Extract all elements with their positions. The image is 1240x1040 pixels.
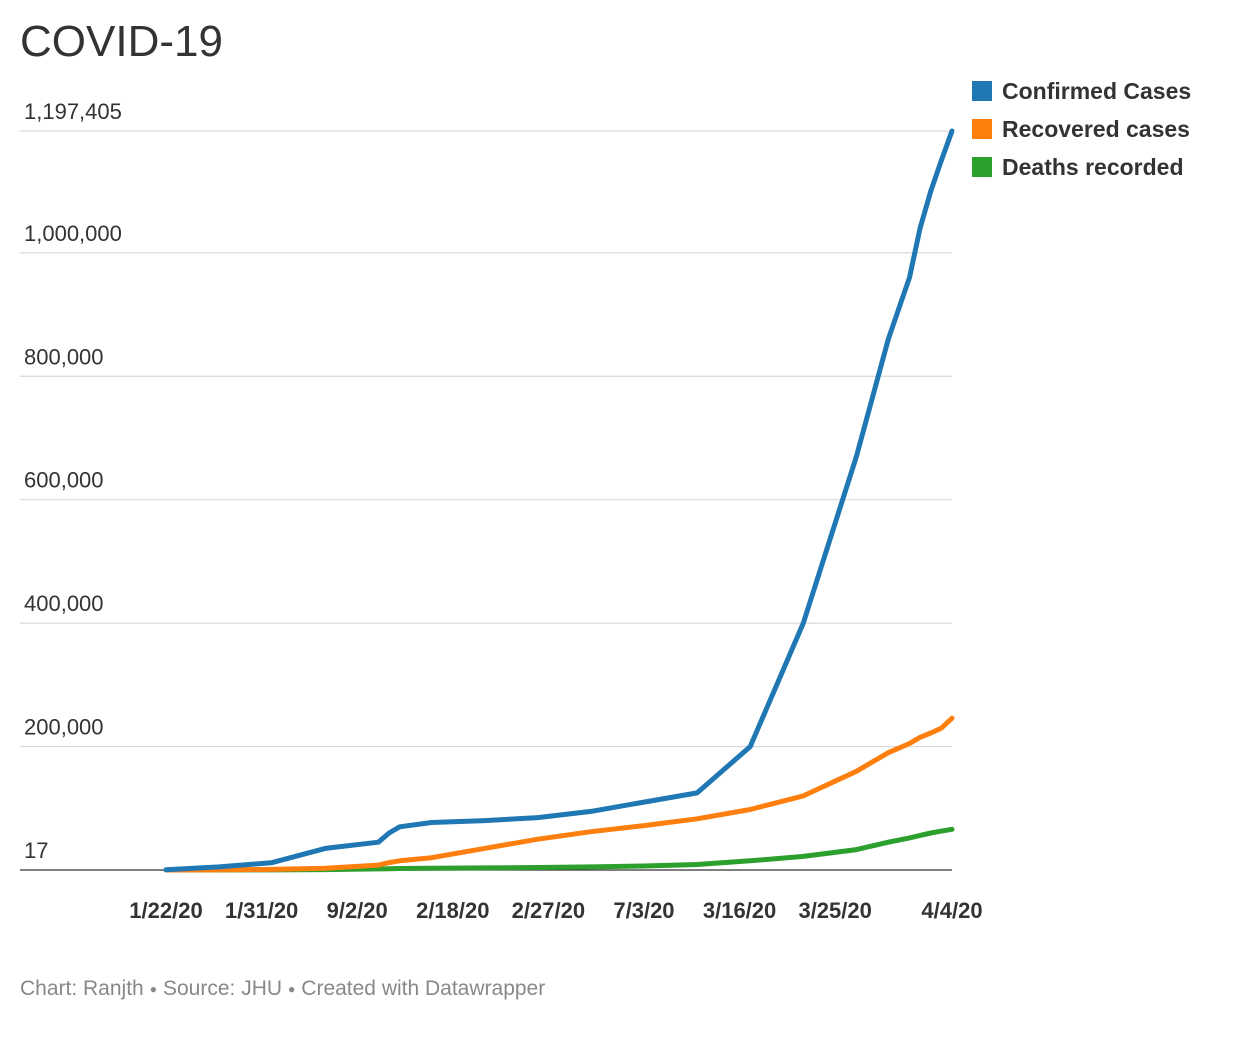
x-axis-labels: 1/22/20 1/31/20 9/2/20 2/18/20 2/27/20 7/3/20… <box>129 898 982 923</box>
y-tick-label: 17 <box>24 838 48 863</box>
x-tick-label: 1/31/20 <box>225 898 298 923</box>
x-tick-label: 1/22/20 <box>129 898 202 923</box>
x-tick-label: 7/3/20 <box>613 898 674 923</box>
legend: Confirmed Cases Recovered cases Deaths r… <box>972 72 1191 186</box>
legend-item-confirmed[interactable]: Confirmed Cases <box>972 72 1191 110</box>
legend-item-recovered[interactable]: Recovered cases <box>972 110 1191 148</box>
x-tick-label: 2/18/20 <box>416 898 489 923</box>
legend-label-deaths: Deaths recorded <box>1002 153 1184 180</box>
x-tick-label: 4/4/20 <box>921 898 982 923</box>
x-tick-label: 3/16/20 <box>703 898 776 923</box>
x-tick-label: 9/2/20 <box>327 898 388 923</box>
series-line-confirmed-cases[interactable] <box>163 128 955 873</box>
separator-dot: ● <box>288 982 296 996</box>
datawrapper-credit: Created with Datawrapper <box>301 977 546 1000</box>
y-tick-label: 400,000 <box>24 591 104 616</box>
legend-label-recovered: Recovered cases <box>1002 115 1190 142</box>
x-tick-label: 3/25/20 <box>798 898 871 923</box>
y-tick-label: 1,197,405 <box>24 99 122 124</box>
x-tick-label: 2/27/20 <box>512 898 585 923</box>
legend-swatch-recovered <box>972 119 992 139</box>
legend-item-deaths[interactable]: Deaths recorded <box>972 148 1191 186</box>
legend-swatch-confirmed <box>972 81 992 101</box>
series-line-deaths-recorded[interactable] <box>163 826 955 873</box>
y-axis-labels: 17 200,000 400,000 600,000 800,000 1,000,000 1… <box>24 99 122 863</box>
legend-label-confirmed: Confirmed Cases <box>1002 77 1192 104</box>
separator-dot: ● <box>149 982 157 996</box>
grid-lines <box>20 130 952 871</box>
series-line-recovered-cases[interactable] <box>163 715 955 873</box>
source-credit: Source: JHU <box>162 977 283 1000</box>
y-tick-label: 1,000,000 <box>24 221 122 246</box>
chart-title: COVID-19 <box>20 17 223 66</box>
chart-credit: Chart: Ranjth <box>20 977 144 1000</box>
series-lines <box>163 128 955 873</box>
legend-swatch-deaths <box>972 157 992 177</box>
y-tick-label: 600,000 <box>24 468 104 493</box>
y-tick-label: 800,000 <box>24 344 104 369</box>
y-tick-label: 200,000 <box>24 715 104 740</box>
chart-footer: Chart: Ranjth ● Source: JHU ● Created with D… <box>20 977 545 1001</box>
